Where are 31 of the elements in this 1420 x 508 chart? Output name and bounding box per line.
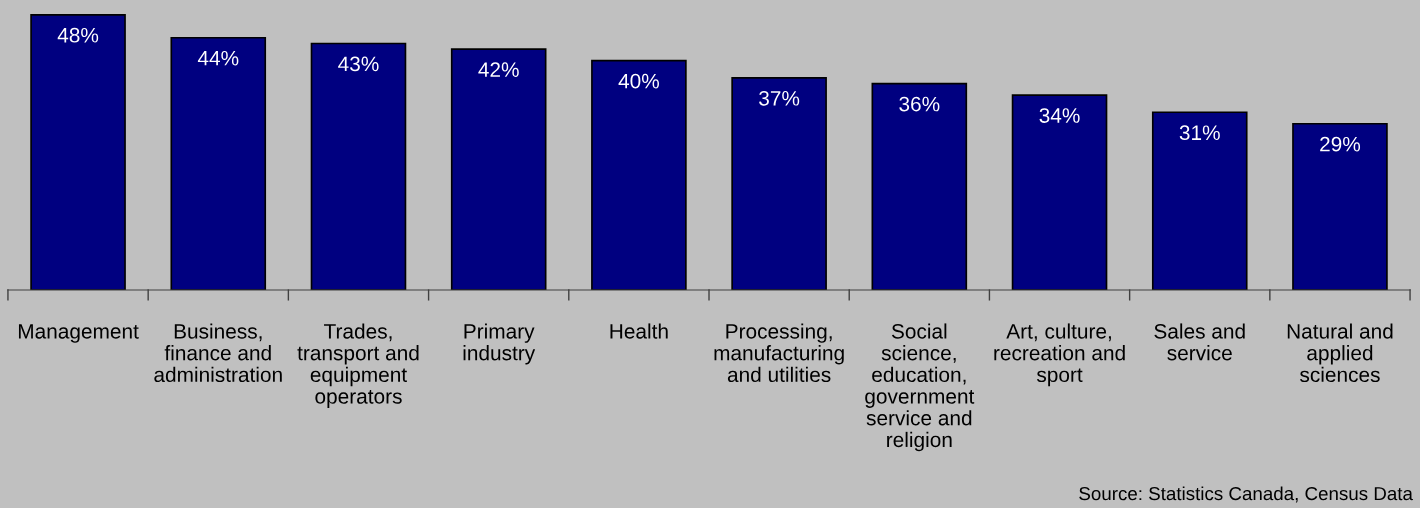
data-label: 31% <box>1179 125 1220 141</box>
bar <box>30 13 126 291</box>
x-tick-label: Primary industry <box>463 323 536 365</box>
bar <box>1151 111 1248 291</box>
x-tick-label: Natural and applied sciences <box>1287 323 1393 383</box>
bar <box>450 48 547 291</box>
bar <box>170 36 267 291</box>
x-tick-label: Social science, education, government service and religion <box>865 323 975 452</box>
data-label: 43% <box>338 56 379 72</box>
data-label: 37% <box>759 90 800 106</box>
bar <box>1011 94 1108 291</box>
data-label: 48% <box>57 27 99 43</box>
data-label: 44% <box>197 50 239 66</box>
x-tick-label: Sales and service <box>1154 323 1245 361</box>
data-label: 40% <box>618 73 660 89</box>
data-label: 29% <box>1320 136 1361 152</box>
x-tick-label: Trades, transport and equipment operators <box>297 323 419 408</box>
bar <box>871 82 968 291</box>
bar <box>731 77 827 291</box>
x-tick-label: Processing, manufacturing and utilities <box>714 323 844 383</box>
bar <box>310 42 407 291</box>
x-tick-label: Management <box>18 324 139 343</box>
source-note: Source: Statistics Canada, Census Data <box>1079 486 1413 503</box>
x-tick-label: Art, culture, recreation and sport <box>994 323 1125 387</box>
bar <box>1292 122 1388 291</box>
bar <box>591 59 687 291</box>
data-label: 36% <box>899 96 940 112</box>
data-label: 34% <box>1039 108 1080 123</box>
data-label: 42% <box>478 62 519 77</box>
x-tick-label: Health <box>610 323 668 339</box>
x-tick-label: Business, finance and administration <box>154 323 282 383</box>
